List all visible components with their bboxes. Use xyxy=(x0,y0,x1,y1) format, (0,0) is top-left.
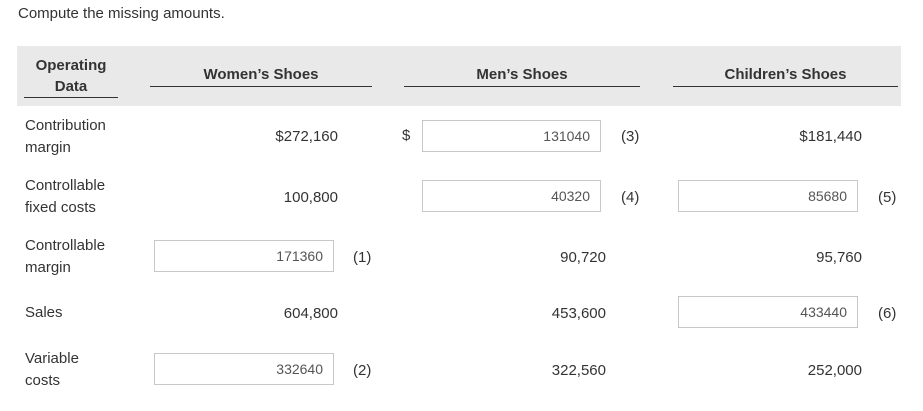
mens-shoes-header: Men’s Shoes xyxy=(404,66,640,87)
men-controllable-fixed-costs-input[interactable]: 40320 xyxy=(422,180,601,212)
row-label-line2: fixed costs xyxy=(25,199,96,216)
womens-shoes-header: Women’s Shoes xyxy=(150,66,372,87)
operating-data-header: Operating Data xyxy=(24,55,118,98)
children-variable-costs: 252,000 xyxy=(807,362,862,379)
men-variable-costs: 322,560 xyxy=(551,362,606,379)
row-label-line2: margin xyxy=(25,259,71,276)
row-label-line2: margin xyxy=(25,139,71,156)
childrens-shoes-header: Children’s Shoes xyxy=(673,66,898,87)
row-label-line2: costs xyxy=(25,372,61,389)
children-sales-input[interactable]: 433440 xyxy=(678,296,858,328)
row-label-line1: Variable xyxy=(25,350,79,367)
table-header xyxy=(17,46,901,106)
children-controllable-margin: 95,760 xyxy=(816,249,862,266)
footnote-2: (2) xyxy=(353,362,372,379)
men-sales: 453,600 xyxy=(551,305,606,322)
row-label-line1: Contribution xyxy=(25,117,106,134)
row-label-controllable-fixed-costs: Controllable fixed costs xyxy=(25,175,145,219)
children-contribution-margin: $181,440 xyxy=(799,128,862,145)
footnote-1: (1) xyxy=(353,249,372,266)
operating-data-header-line1: Operating xyxy=(35,57,107,74)
row-label-controllable-margin: Controllable margin xyxy=(25,235,145,279)
footnote-4: (4) xyxy=(621,189,640,206)
men-controllable-margin: 90,720 xyxy=(560,249,606,266)
women-sales: 604,800 xyxy=(283,305,338,322)
row-label-line1: Controllable xyxy=(25,237,106,254)
dollar-sign: $ xyxy=(402,127,411,144)
women-contribution-margin: $272,160 xyxy=(275,128,338,145)
operating-data-header-line2: Data xyxy=(24,76,118,98)
row-label-variable-costs: Variable costs xyxy=(25,348,145,392)
footnote-5: (5) xyxy=(878,189,897,206)
men-contribution-margin-input[interactable]: 131040 xyxy=(422,120,601,152)
row-label-contribution-margin: Contribution margin xyxy=(25,115,145,159)
children-controllable-fixed-costs-input[interactable]: 85680 xyxy=(678,180,858,212)
instruction-text: Compute the missing amounts. xyxy=(18,5,225,22)
row-label-sales: Sales xyxy=(25,304,63,321)
women-controllable-margin-input[interactable]: 171360 xyxy=(154,240,334,272)
women-variable-costs-input[interactable]: 332640 xyxy=(154,353,334,385)
row-label-line1: Controllable xyxy=(25,177,106,194)
women-controllable-fixed-costs: 100,800 xyxy=(283,189,338,206)
footnote-3: (3) xyxy=(621,128,640,145)
footnote-6: (6) xyxy=(878,305,897,322)
